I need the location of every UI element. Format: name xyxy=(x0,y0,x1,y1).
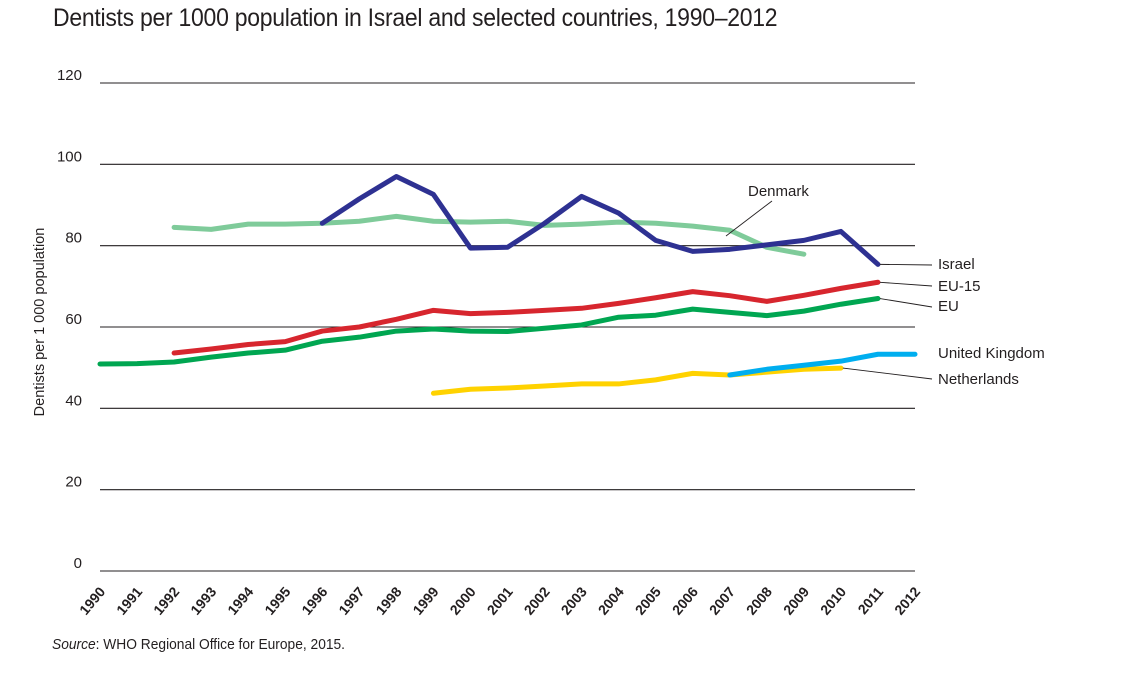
source-label: Source xyxy=(52,637,96,653)
source-text: : WHO Regional Office for Europe, 2015. xyxy=(95,637,346,653)
x-tick-label: 1992 xyxy=(150,583,182,617)
y-tick-label: 40 xyxy=(65,392,82,409)
x-tick-label: 2002 xyxy=(521,583,553,617)
y-axis-label: Dentists per 1 000 population xyxy=(32,228,48,417)
series-label-israel: Israel xyxy=(938,256,975,273)
series-line-netherlands xyxy=(430,365,844,396)
y-tick-label: 120 xyxy=(57,67,82,84)
series-label-netherlands: Netherlands xyxy=(938,371,1019,388)
x-tick-label: 1990 xyxy=(76,583,108,617)
series-line-israel xyxy=(319,174,881,267)
x-tick-label: 2007 xyxy=(706,583,738,617)
x-tick-label: 2012 xyxy=(891,583,923,617)
leader-line-netherlands xyxy=(842,367,933,380)
chart-title: Dentists per 1000 population in Israel a… xyxy=(53,4,778,32)
x-tick-label: 2000 xyxy=(446,583,478,617)
x-tick-label: 1995 xyxy=(261,583,293,617)
series-line-denmark xyxy=(171,213,807,257)
series-line-eu-15 xyxy=(171,279,881,356)
x-tick-label: 2009 xyxy=(780,583,812,617)
series-label-eu-15: EU-15 xyxy=(938,278,981,295)
series-label-united-kingdom: United Kingdom xyxy=(938,345,1045,362)
series-line-eu xyxy=(97,296,881,367)
y-tick-label: 20 xyxy=(65,474,82,491)
leader-line-israel xyxy=(879,263,933,266)
source-note: Source: WHO Regional Office for Europe, … xyxy=(52,637,345,653)
y-tick-label: 80 xyxy=(65,230,82,247)
series-line-united-kingdom xyxy=(727,351,918,378)
x-tick-label: 1994 xyxy=(224,583,256,617)
x-tick-label: 2010 xyxy=(817,583,849,617)
x-tick-label: 2008 xyxy=(743,583,775,617)
x-tick-label: 2005 xyxy=(632,583,664,617)
leader-line-eu xyxy=(879,298,933,308)
x-tick-label: 2003 xyxy=(558,583,590,617)
y-tick-label: 0 xyxy=(74,555,82,572)
gridlines xyxy=(100,82,915,572)
series-label-denmark: Denmark xyxy=(748,183,809,200)
x-tick-label: 1991 xyxy=(113,583,145,617)
y-tick-label: 100 xyxy=(57,148,82,165)
leader-line-eu-15 xyxy=(879,281,933,287)
x-tick-label: 1993 xyxy=(187,583,219,617)
y-axis-ticks: 0 20 40 60 80 100 120 xyxy=(57,67,82,572)
x-tick-label: 2006 xyxy=(669,583,701,617)
leader-line-denmark xyxy=(725,200,773,237)
x-tick-label: 1999 xyxy=(409,583,441,617)
x-tick-label: 1996 xyxy=(298,583,330,617)
x-tick-label: 1997 xyxy=(335,583,367,617)
series-label-eu: EU xyxy=(938,298,959,315)
y-tick-label: 60 xyxy=(65,311,82,328)
series-labels: Denmark Israel EU-15 EU United Kingdom Nether… xyxy=(725,183,1045,388)
x-tick-label: 2011 xyxy=(854,583,886,617)
x-tick-label: 2004 xyxy=(595,583,627,617)
x-tick-label: 2001 xyxy=(484,583,516,617)
series-lines xyxy=(97,174,918,396)
x-tick-label: 1998 xyxy=(372,583,404,617)
x-axis-ticks: 1990 1991 1992 1993 1994 1995 1996 1997 1998 1999… xyxy=(76,583,923,617)
